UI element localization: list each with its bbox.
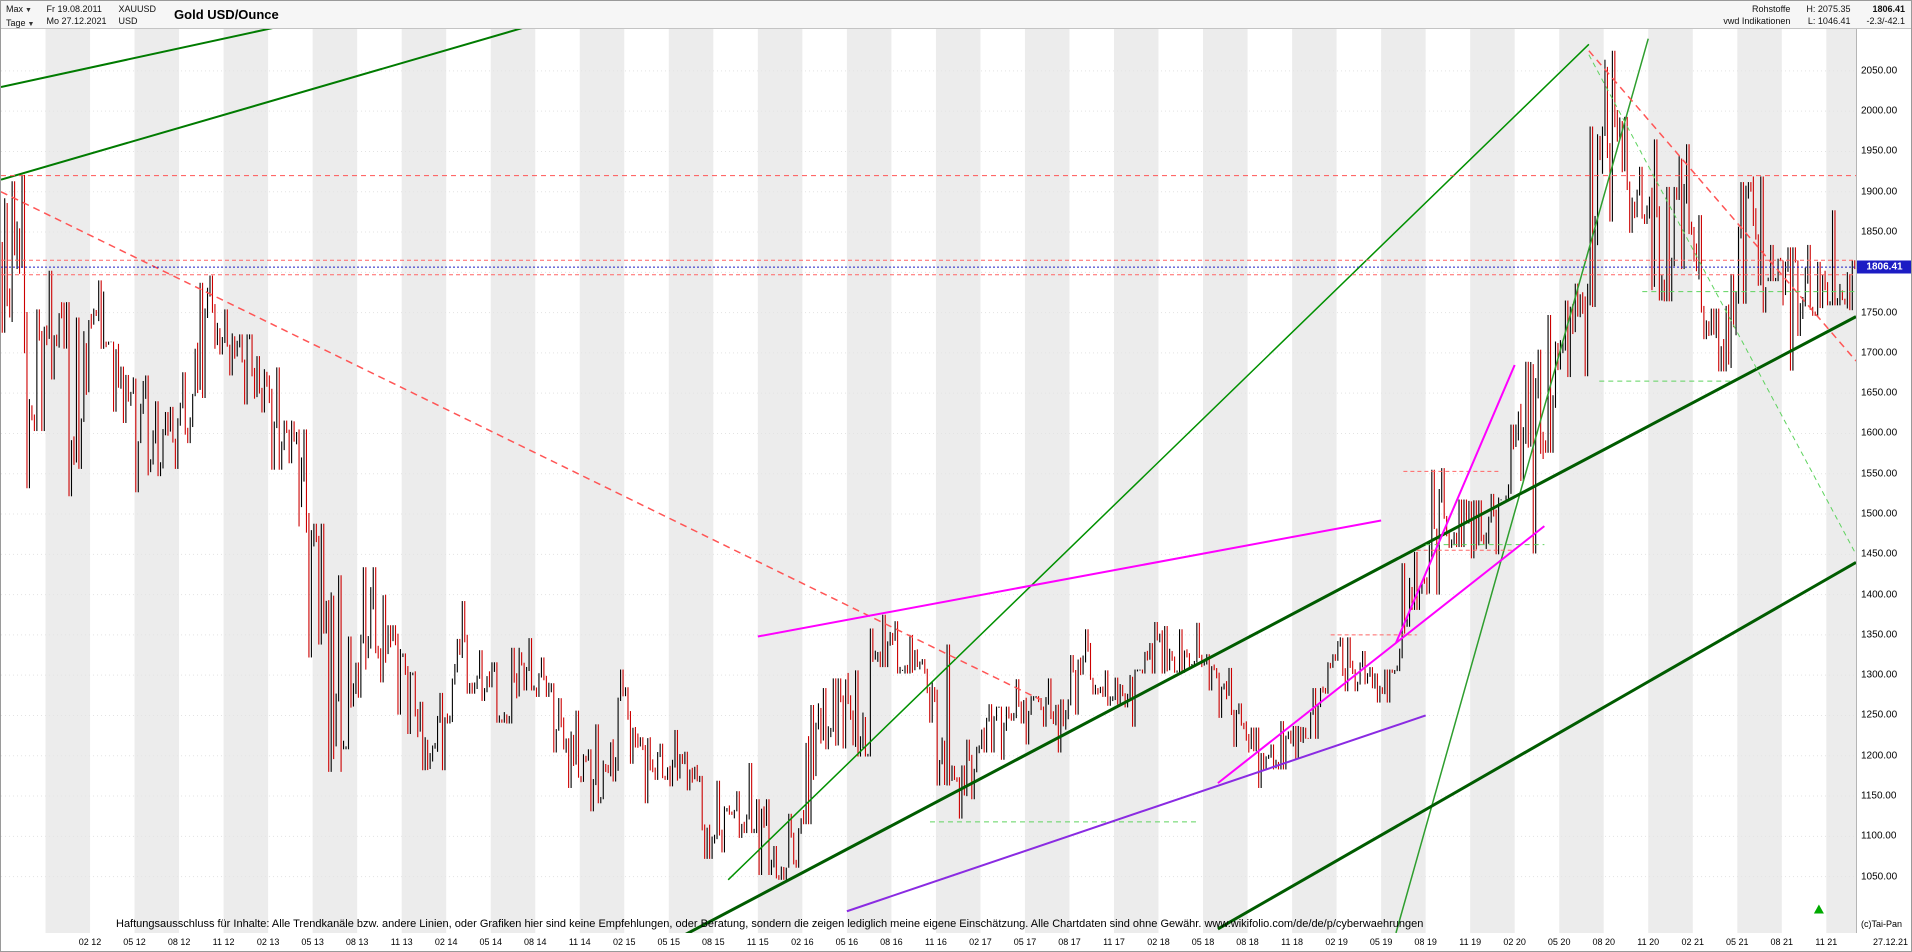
symbol-label: XAUUSD: [118, 4, 157, 14]
x-tick-label: 05 21: [1726, 937, 1749, 947]
x-tick-label: 02 15: [613, 937, 636, 947]
x-tick-label: 02 19: [1325, 937, 1348, 947]
x-tick-label: 05 12: [123, 937, 146, 947]
x-tick-label: 05 20: [1547, 937, 1571, 947]
y-tick-label: 1600.00: [1861, 427, 1898, 439]
x-tick-label: 08 17: [1058, 937, 1081, 947]
chevron-down-icon: ▼: [27, 21, 35, 28]
disclaimer-text: Haftungsausschluss für Inhalte: Alle Tre…: [116, 918, 1424, 930]
x-tick-label: 11 15: [746, 937, 769, 947]
x-tick-label: 02 13: [256, 937, 280, 947]
x-tick-label: 05 13: [301, 937, 324, 947]
price-change-value: -2.3/-42.1: [1866, 16, 1905, 26]
x-tick-label: 02 17: [969, 937, 992, 947]
x-tick-label: 08 13: [345, 937, 369, 947]
x-tick-label: 05 19: [1369, 937, 1393, 947]
end-date: Mo 27.12.2021: [46, 16, 107, 26]
y-tick-label: 1350.00: [1861, 629, 1898, 641]
x-tick-label: 08 16: [880, 937, 903, 947]
session-high: H: 2075.35: [1806, 4, 1851, 14]
x-tick-label: 11 18: [1281, 937, 1304, 947]
start-date: Fr 19.08.2011: [46, 4, 102, 14]
x-tick-label: 05 18: [1191, 937, 1215, 947]
x-tick-label: 02 16: [791, 937, 814, 947]
x-tick-label: 11 20: [1637, 937, 1660, 947]
page-title: Gold USD/Ounce: [174, 7, 279, 22]
chevron-down-icon: ▼: [25, 7, 32, 14]
y-tick-label: 1500.00: [1861, 508, 1898, 520]
y-axis: 1806.41 (c)Tai-Pan 2050.00 2000.00 1950.00…: [1856, 29, 1911, 933]
y-tick-label: 1300.00: [1861, 669, 1898, 681]
x-tick-label: 11 19: [1459, 937, 1482, 947]
y-tick-label: 1150.00: [1861, 790, 1897, 802]
copyright-label: (c)Tai-Pan: [1861, 919, 1903, 929]
y-tick-label: 1700.00: [1861, 347, 1898, 359]
y-tick-label: 1900.00: [1861, 186, 1898, 198]
last-price-badge: 1806.41: [1857, 260, 1911, 274]
x-tick-label: 11 17: [1103, 937, 1125, 947]
last-date-label: 27.12.21: [1872, 937, 1908, 947]
range-dropdown-label: Max: [6, 4, 24, 14]
x-tick-label: 05 14: [479, 937, 502, 947]
x-axis: 27.12.21 02 12 05 12 08 12 11 12 02 13 05 13 0…: [1, 933, 1911, 951]
x-tick-label: 11 21: [1815, 937, 1838, 947]
x-tick-label: 08 18: [1236, 937, 1259, 947]
x-tick-label: 08 20: [1592, 937, 1615, 947]
y-tick-label: 1200.00: [1861, 750, 1898, 762]
y-tick-label: 1050.00: [1861, 871, 1898, 883]
feed-source-1: Rohstoffe: [1752, 4, 1791, 14]
session-low: L: 1046.41: [1807, 16, 1851, 26]
currency-label: USD: [118, 16, 138, 26]
x-tick-label: 02 20: [1503, 937, 1526, 947]
x-tick-label: 11 12: [212, 937, 235, 947]
y-tick-label: 1100.00: [1861, 830, 1897, 842]
x-tick-label: 08 15: [702, 937, 725, 947]
x-tick-label: 05 15: [657, 937, 681, 947]
period-dropdown-label: Tage: [6, 18, 26, 28]
chart-header: Max ▼ Tage ▼ Fr 19.08.2011 Mo 27.12.2021 X…: [1, 1, 1911, 29]
feed-source-2: vwd Indikationen: [1723, 16, 1791, 26]
x-tick-label: 08 12: [167, 937, 191, 947]
y-tick-label: 1650.00: [1861, 387, 1898, 399]
x-tick-label: 05 16: [835, 937, 859, 947]
y-tick-label: 2050.00: [1861, 65, 1898, 77]
x-tick-label: 11 14: [568, 937, 591, 947]
y-tick-label: 1850.00: [1861, 226, 1898, 238]
x-tick-label: 08 14: [523, 937, 547, 947]
x-tick-label: 11 16: [924, 937, 947, 947]
x-tick-label: 02 14: [434, 937, 458, 947]
period-dropdown[interactable]: Tage ▼: [6, 17, 34, 31]
chart-plot[interactable]: Haftungsausschluss für Inhalte: Alle Tre…: [1, 29, 1856, 933]
y-tick-label: 1400.00: [1861, 589, 1898, 601]
x-tick-label: 05 17: [1013, 937, 1037, 947]
x-tick-label: 02 18: [1147, 937, 1170, 947]
x-tick-label: 08 21: [1770, 937, 1794, 947]
last-price-value: 1806.41: [1872, 4, 1905, 14]
range-dropdown[interactable]: Max ▼: [6, 3, 34, 17]
x-tick-label: 08 19: [1414, 937, 1437, 947]
x-tick-label: 02 21: [1681, 937, 1705, 947]
y-tick-label: 1950.00: [1861, 145, 1898, 157]
x-tick-label: 11 13: [390, 937, 413, 947]
x-tick-label: 02 12: [78, 937, 102, 947]
y-tick-label: 1250.00: [1861, 709, 1898, 721]
y-tick-label: 1550.00: [1861, 468, 1898, 480]
y-tick-label: 1750.00: [1861, 307, 1898, 319]
price-plot-svg[interactable]: [1, 29, 1856, 933]
y-tick-label: 2000.00: [1861, 105, 1898, 117]
y-tick-label: 1450.00: [1861, 548, 1898, 560]
